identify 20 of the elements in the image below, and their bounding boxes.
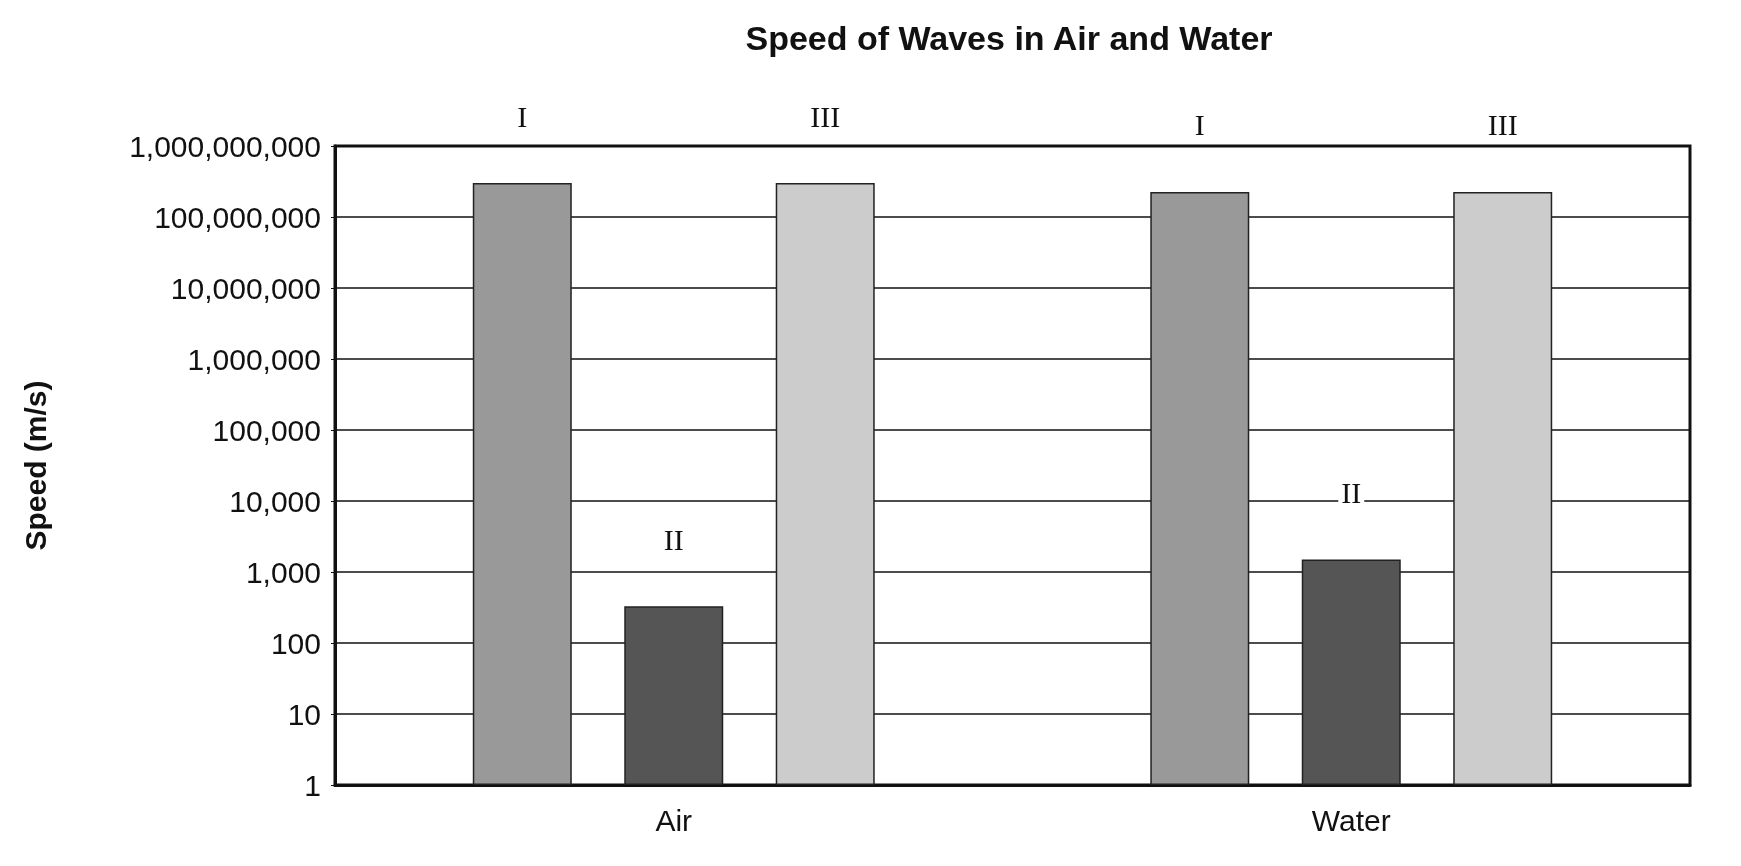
y-tick-label: 1 [304,768,321,802]
y-tick-label: 100,000,000 [154,200,321,234]
y-tick-label: 1,000 [245,555,321,589]
y-tick-label: 10,000 [229,484,321,518]
y-axis-title: Speed (m/s) [18,380,52,551]
y-tick-label: 1,000,000 [187,342,321,376]
chart-title: Speed of Waves in Air and Water [745,19,1273,57]
x-tick-label: Air [655,803,693,837]
y-tick-label: 100,000 [212,413,321,447]
text: II [1341,476,1362,509]
y-tick-label: 1,000,000,000 [129,129,321,163]
series-label: II [663,522,684,556]
text: III [1487,108,1518,142]
y-tick-label: 10,000,000 [170,271,321,305]
series-label: III [810,99,841,133]
text: I [1194,108,1205,142]
y-tick-label: 100 [270,626,321,660]
x-tick-label: Water [1311,803,1391,837]
y-tick-label: 10 [287,697,321,731]
series-label: I [517,99,528,133]
